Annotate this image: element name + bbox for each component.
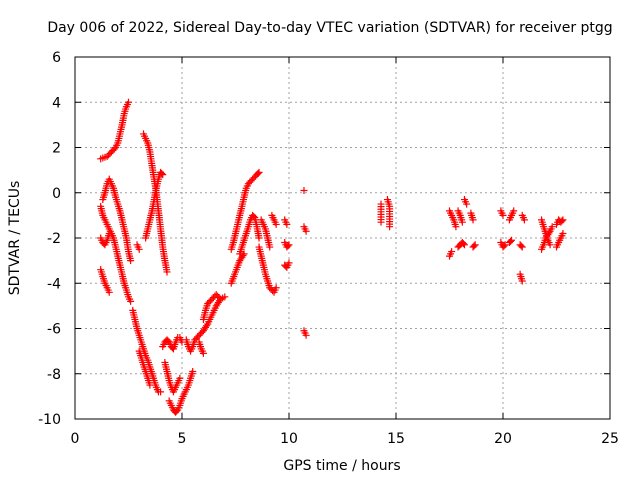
data-point	[239, 252, 247, 260]
data-point	[558, 217, 566, 225]
data-point	[284, 242, 292, 250]
y-tick-label: 2	[52, 141, 61, 157]
data-point	[255, 234, 263, 242]
y-tick-label: 0	[52, 186, 61, 202]
y-tick-label: -10	[38, 412, 61, 428]
y-tick-label: -6	[47, 322, 61, 338]
data-point	[127, 297, 135, 305]
data-point	[105, 229, 113, 237]
data-point	[377, 218, 385, 226]
data-point	[189, 367, 197, 375]
data-point	[285, 241, 293, 249]
data-point	[517, 242, 525, 250]
data-point	[548, 223, 556, 231]
data-point	[266, 243, 274, 251]
data-point	[302, 227, 310, 235]
data-point	[110, 145, 118, 153]
data-point	[499, 211, 507, 219]
data-point	[283, 220, 291, 228]
data-point	[300, 186, 308, 194]
data-point	[463, 200, 471, 208]
y-tick-label: -4	[47, 276, 61, 292]
data-point	[508, 236, 516, 244]
data-point	[272, 284, 280, 292]
data-point	[146, 381, 154, 389]
y-tick-label: 4	[52, 95, 61, 111]
y-tick-label: -8	[47, 367, 61, 383]
data-point	[254, 170, 262, 178]
data-point	[302, 331, 310, 339]
x-tick-label: 10	[280, 431, 298, 447]
data-point	[471, 241, 479, 249]
x-tick-label: 25	[601, 431, 619, 447]
data-point	[500, 242, 508, 250]
data-point	[460, 241, 468, 249]
data-point	[221, 293, 229, 301]
data-point	[559, 216, 567, 224]
data-marks	[97, 98, 567, 416]
data-point	[520, 216, 528, 224]
y-tick-label: 6	[52, 50, 61, 66]
data-point	[250, 213, 258, 221]
data-point	[272, 220, 280, 228]
data-point	[158, 170, 166, 178]
data-point	[518, 243, 526, 251]
data-point	[470, 242, 478, 250]
grid	[75, 57, 610, 419]
x-tick-label: 5	[178, 431, 187, 447]
data-point	[199, 349, 207, 357]
data-point	[458, 218, 466, 226]
data-point	[386, 223, 394, 231]
data-point	[285, 259, 293, 267]
axes: 0 5 10 15 20 25 -10 -8 -6 -4 -2 0 2 4 6	[38, 50, 619, 447]
data-point	[510, 207, 518, 215]
x-tick-label: 20	[494, 431, 512, 447]
data-point	[163, 268, 171, 276]
data-point	[545, 229, 553, 237]
data-point	[448, 248, 456, 256]
data-point	[469, 216, 477, 224]
y-tick-label: -2	[47, 231, 61, 247]
data-point	[255, 168, 263, 176]
chart-title: Day 006 of 2022, Sidereal Day-to-day VTE…	[47, 20, 612, 36]
data-point	[240, 250, 248, 258]
data-point	[105, 288, 113, 296]
data-point	[159, 171, 167, 179]
data-point	[506, 237, 514, 245]
data-point	[559, 229, 567, 237]
data-point	[501, 241, 509, 249]
data-point	[452, 223, 460, 231]
data-point	[125, 98, 132, 106]
data-point	[135, 245, 143, 253]
data-point	[546, 241, 554, 249]
y-axis-label: SDTVAR / TECUs	[7, 181, 23, 296]
data-point	[518, 277, 526, 285]
data-point	[157, 388, 165, 396]
data-point	[176, 374, 184, 382]
x-tick-label: 0	[71, 431, 80, 447]
x-tick-label: 15	[387, 431, 405, 447]
data-point	[203, 322, 211, 330]
x-axis-label: GPS time / hours	[283, 458, 400, 474]
data-point	[127, 257, 135, 265]
data-point	[459, 240, 467, 248]
